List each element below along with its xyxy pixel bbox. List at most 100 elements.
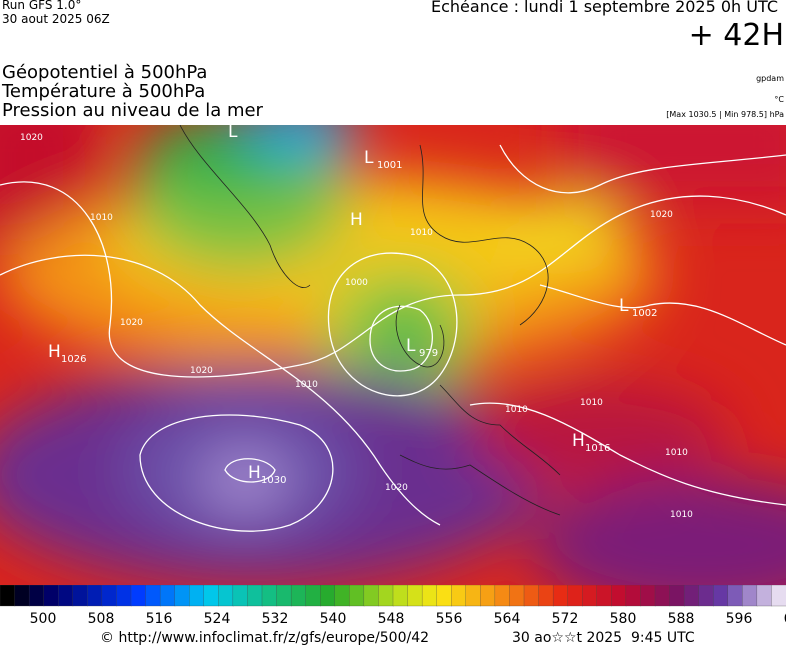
- colorbar-cell: [276, 585, 292, 607]
- isobar-label: 1020: [20, 133, 43, 143]
- colorbar-cell: [290, 585, 307, 607]
- colorbar-cell: [363, 585, 380, 607]
- colorbar-cell: [0, 585, 16, 607]
- colorbar-cell: [698, 585, 714, 607]
- colorbar-cell: [727, 585, 743, 607]
- colorbar-tick-label: 572: [552, 611, 579, 625]
- colorbar-tick-label: 516: [146, 611, 173, 625]
- isobar-label: 1000: [345, 278, 368, 288]
- colorbar-cell: [174, 585, 190, 607]
- isobar-label: 1010: [295, 380, 318, 390]
- pressure-center-letter: L: [406, 336, 416, 356]
- colorbar-cell: [436, 585, 452, 607]
- isobar-label: 1020: [385, 483, 408, 493]
- colorbar-cell: [771, 585, 786, 607]
- colorbar-cell: [320, 585, 336, 607]
- run-date: 30 aout 2025 06Z: [2, 12, 110, 26]
- colorbar-cell: [494, 585, 511, 607]
- isobar-label: 1010: [580, 398, 603, 408]
- colorbar-cell: [407, 585, 423, 607]
- colorbar-cell: [552, 585, 569, 607]
- colorbar-cell: [480, 585, 496, 607]
- colorbar-tick-label: 500: [30, 611, 57, 625]
- colorbar-cell: [582, 585, 598, 607]
- colorbar-cell: [305, 585, 321, 607]
- colorbar-cell: [58, 585, 74, 607]
- colorbar-cell: [596, 585, 612, 607]
- field-title: Géopotentiel à 500hPa: [2, 62, 208, 83]
- colorbar-cell: [145, 585, 161, 607]
- colorbar-cell: [218, 585, 234, 607]
- colorbar-tick-label: 532: [262, 611, 289, 625]
- colorbar-cell: [465, 585, 481, 607]
- isobar-label: 1020: [120, 318, 143, 328]
- pressure-center-letter: L: [228, 125, 238, 142]
- colorbar-cell: [392, 585, 409, 607]
- colorbar-cell: [421, 585, 438, 607]
- colorbar-cell: [261, 585, 278, 607]
- pressure-center-letter: H: [48, 342, 61, 362]
- colorbar-tick-label: 548: [378, 611, 405, 625]
- pressure-center-value: 1026: [61, 354, 86, 365]
- colorbar-tick-label: 564: [494, 611, 521, 625]
- colorbar-cell: [683, 585, 700, 607]
- pressure-center-letter: H: [572, 431, 585, 451]
- unit: gpdam: [756, 74, 784, 83]
- unit: [Max 1030.5 | Min 978.5] hPa: [666, 110, 784, 119]
- isobar-label: 1010: [90, 213, 113, 223]
- run: Run GFS 1.0°: [2, 0, 82, 12]
- colorbar-cell: [116, 585, 132, 607]
- colorbar-tick-label: 580: [610, 611, 637, 625]
- colorbar-cell: [611, 585, 627, 607]
- colorbar-cell: [72, 585, 88, 607]
- colorbar-tick-label: 588: [668, 611, 695, 625]
- colorbar-cell: [378, 585, 394, 607]
- colorbar-cell: [349, 585, 365, 607]
- pressure-center-value: 1030: [261, 475, 286, 486]
- pressure-center-letter: H: [248, 463, 261, 483]
- isobar-label: 1010: [670, 510, 693, 520]
- colorbar-tick-label: 596: [726, 611, 753, 625]
- colorbar-tick-label: 556: [436, 611, 463, 625]
- colorbar: 500 508 516 524 532 540 548 556 564 572 580 588 596 6…: [0, 585, 786, 625]
- colorbar-cell: [742, 585, 758, 607]
- pressure-center-value: 979: [419, 348, 438, 359]
- colorbar-cell: [159, 585, 176, 607]
- colorbar-cell: [43, 585, 59, 607]
- colorbar-tick-label: 604: [784, 611, 786, 625]
- lead-time: + 42H: [688, 18, 784, 53]
- pressure-center-letter: H: [350, 210, 363, 230]
- pressure-center-value: 1016: [585, 443, 610, 454]
- colorbar-cell: [523, 585, 540, 607]
- colorbar-cell: [567, 585, 583, 607]
- field-title: Pression au niveau de la mer: [2, 100, 263, 121]
- unit: °C: [774, 95, 784, 104]
- colorbar-cell: [334, 585, 350, 607]
- pressure-center-value: 1002: [632, 308, 657, 319]
- colorbar-cell: [640, 585, 656, 607]
- isobar-label: 1010: [505, 405, 528, 415]
- colorbar-tick-label: 524: [204, 611, 231, 625]
- colorbar-cell: [87, 585, 103, 607]
- colorbar-cell: [14, 585, 30, 607]
- colorbar-cell: [203, 585, 219, 607]
- colorbar-tick-label: 508: [88, 611, 115, 625]
- field-title: Température à 500hPa: [2, 81, 206, 102]
- colorbar-cell: [669, 585, 685, 607]
- pressure-center-letter: L: [364, 148, 374, 168]
- colorbar-cell: [451, 585, 467, 607]
- colorbar-cell: [130, 585, 147, 607]
- colorbar-cell: [232, 585, 249, 607]
- isobar-label: 1010: [410, 228, 433, 238]
- colorbar-cell: [101, 585, 118, 607]
- pressure-center-letter: L: [619, 296, 629, 316]
- pressure-center-value: 1001: [377, 160, 402, 171]
- colorbar-cell: [713, 585, 729, 607]
- source: © http://www.infoclimat.fr/z/gfs/europe/…: [100, 630, 430, 646]
- isobar-label: 1010: [665, 448, 688, 458]
- isobar-label: 1020: [190, 366, 213, 376]
- valid-time: Echéance : lundi 1 septembre 2025 0h UTC: [431, 0, 778, 16]
- colorbar-cell: [509, 585, 525, 607]
